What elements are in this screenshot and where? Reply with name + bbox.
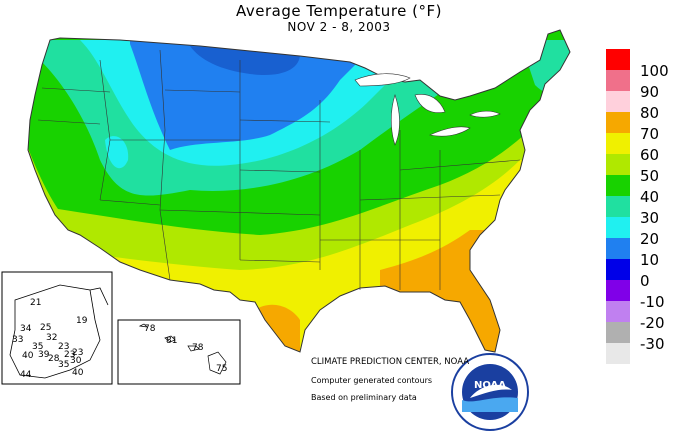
alaska-label: 39: [38, 350, 50, 360]
alaska-label: 35: [32, 342, 44, 352]
state-borders: [27, 29, 571, 353]
legend-swatch: [606, 196, 630, 217]
alaska-label: 23: [72, 348, 84, 358]
alaska-label: 23: [58, 342, 70, 352]
noaa-logo-text: NOAA: [474, 380, 506, 391]
legend-swatch: [606, 133, 630, 154]
legend-label: 30: [640, 209, 660, 227]
legend-swatch: [606, 259, 630, 280]
credit-agency: CLIMATE PREDICTION CENTER, NOAA: [311, 357, 470, 367]
legend-swatch: [606, 322, 630, 343]
legend-label: 60: [640, 146, 660, 164]
legend-label: 80: [640, 104, 660, 122]
legend-swatch: [606, 217, 630, 238]
map-subtitle: NOV 2 - 8, 2003: [287, 20, 391, 34]
alaska-label: 30: [70, 356, 82, 366]
alaska-label: 40: [22, 351, 34, 361]
legend-swatch: [606, 301, 630, 322]
hawaii-label: 81: [166, 336, 178, 346]
great-lakes: [354, 73, 501, 146]
alaska-label: 40: [72, 368, 84, 378]
map-title: Average Temperature (°F): [236, 2, 442, 20]
legend-label: -20: [640, 314, 665, 332]
legend-label: 10: [640, 251, 660, 269]
legend-swatch: [606, 175, 630, 196]
alaska-label: 19: [76, 316, 88, 326]
credit-contours: Computer generated contours: [311, 376, 433, 385]
legend-swatch: [606, 238, 630, 259]
legend-label: 70: [640, 125, 660, 143]
alaska-label: 28: [48, 354, 60, 364]
legend-label: -30: [640, 335, 665, 353]
legend-label: 20: [640, 230, 660, 248]
legend-swatch: [606, 343, 630, 364]
credit-data-note: Based on preliminary data: [311, 393, 417, 402]
alaska-inset: [1, 271, 113, 385]
alaska-label: 21: [30, 298, 42, 308]
legend-label: 50: [640, 167, 660, 185]
hawaii-label: 75: [216, 364, 228, 374]
alaska-label: 34: [20, 324, 32, 334]
alaska-label: 33: [12, 335, 24, 345]
alaska-label: 35: [58, 360, 70, 370]
legend-swatch: [606, 112, 630, 133]
legend-label: -10: [640, 293, 665, 311]
legend-swatch: [606, 49, 630, 70]
legend-label: 0: [640, 272, 650, 290]
noaa-logo: NOAA: [451, 353, 529, 431]
hawaii-label: 78: [144, 324, 156, 334]
legend-swatch: [606, 91, 630, 112]
legend-swatch: [606, 70, 630, 91]
legend-label: 100: [640, 62, 669, 80]
legend-swatch: [606, 154, 630, 175]
legend-label: 40: [640, 188, 660, 206]
alaska-label: 23: [64, 350, 76, 360]
hawaii-label: 78: [192, 343, 204, 353]
alaska-label: 44: [20, 370, 32, 380]
alaska-label: 25: [40, 323, 52, 333]
hawaii-inset: [117, 319, 241, 385]
legend-swatch: [606, 280, 630, 301]
legend-label: 90: [640, 83, 660, 101]
alaska-label: 32: [46, 333, 58, 343]
